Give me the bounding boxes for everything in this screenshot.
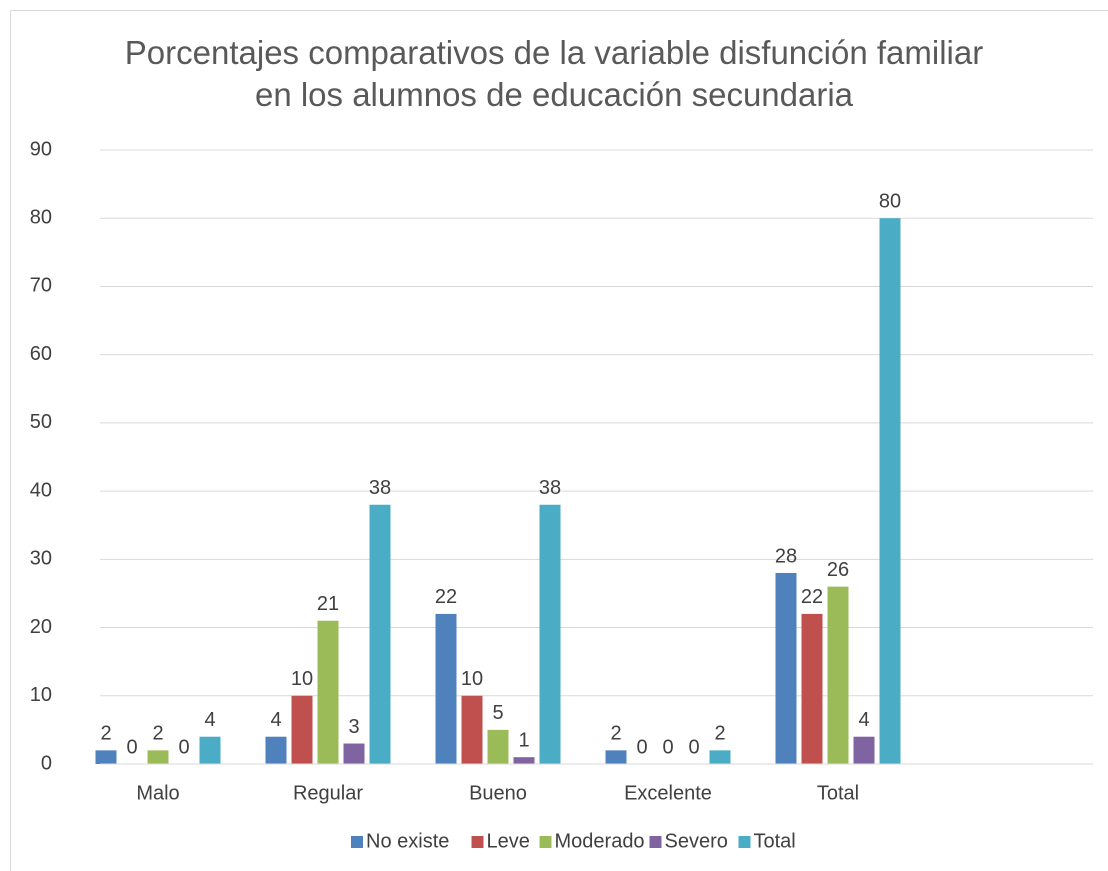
data-label: 4 xyxy=(204,709,215,731)
legend-swatch xyxy=(539,836,552,848)
bar xyxy=(343,743,365,764)
y-tick-label: 50 xyxy=(30,411,52,433)
bar xyxy=(265,736,287,764)
data-label: 1 xyxy=(518,729,529,751)
data-label: 0 xyxy=(178,736,189,758)
x-tick-label: Total xyxy=(817,782,859,804)
legend-label: No existe xyxy=(366,830,449,852)
data-label: 21 xyxy=(317,593,339,615)
bar xyxy=(95,750,117,764)
bar xyxy=(775,572,797,764)
bar xyxy=(199,736,221,764)
bar xyxy=(539,504,561,764)
bar xyxy=(801,613,823,764)
legend-swatch xyxy=(471,836,484,848)
data-label: 2 xyxy=(100,723,111,745)
data-label: 0 xyxy=(662,736,673,758)
bar xyxy=(461,695,483,764)
y-tick-label: 30 xyxy=(30,548,52,570)
y-tick-label: 90 xyxy=(30,138,52,160)
data-label: 38 xyxy=(539,477,561,499)
data-label: 22 xyxy=(801,586,823,608)
bar xyxy=(513,757,535,764)
legend-swatch xyxy=(649,836,662,848)
y-tick-label: 40 xyxy=(30,479,52,501)
data-label: 10 xyxy=(461,668,483,690)
y-tick-label: 70 xyxy=(30,275,52,297)
legend-label: Leve xyxy=(487,830,530,852)
bar xyxy=(709,750,731,764)
bar xyxy=(291,695,313,764)
legend-label: Total xyxy=(754,830,796,852)
x-tick-label: Bueno xyxy=(469,782,527,804)
y-tick-label: 20 xyxy=(30,616,52,638)
data-label: 2 xyxy=(610,723,621,745)
legend-swatch xyxy=(351,836,363,848)
legend-label: Severo xyxy=(665,830,728,852)
data-label: 0 xyxy=(126,736,137,758)
x-tick-label: Regular xyxy=(293,782,363,804)
data-label: 2 xyxy=(714,723,725,745)
bar xyxy=(147,750,169,764)
data-label: 4 xyxy=(858,709,869,731)
data-label: 0 xyxy=(636,736,647,758)
data-label: 0 xyxy=(688,736,699,758)
bar xyxy=(435,613,457,764)
bar xyxy=(853,736,875,764)
data-label: 4 xyxy=(270,709,281,731)
x-tick-label: Malo xyxy=(136,782,179,804)
y-tick-label: 80 xyxy=(30,207,52,229)
data-label: 26 xyxy=(827,559,849,581)
legend-swatch xyxy=(738,836,751,848)
y-tick-label: 10 xyxy=(30,684,52,706)
bar xyxy=(605,750,627,764)
legend-label: Moderado xyxy=(555,830,645,852)
data-label: 38 xyxy=(369,477,391,499)
bar xyxy=(827,586,849,764)
data-label: 28 xyxy=(775,545,797,567)
chart-border xyxy=(10,10,1108,871)
y-tick-label: 60 xyxy=(30,343,52,365)
bar xyxy=(317,620,339,764)
data-label: 10 xyxy=(291,668,313,690)
data-label: 3 xyxy=(348,716,359,738)
data-label: 2 xyxy=(152,723,163,745)
data-label: 80 xyxy=(879,191,901,213)
data-label: 5 xyxy=(492,702,503,724)
x-tick-label: Excelente xyxy=(624,782,712,804)
bar xyxy=(487,729,509,764)
chart-title: Porcentajes comparativos de la variable … xyxy=(124,34,984,113)
bar xyxy=(369,504,391,764)
bar xyxy=(879,218,901,764)
data-label: 22 xyxy=(435,586,457,608)
y-tick-label: 0 xyxy=(41,752,52,774)
